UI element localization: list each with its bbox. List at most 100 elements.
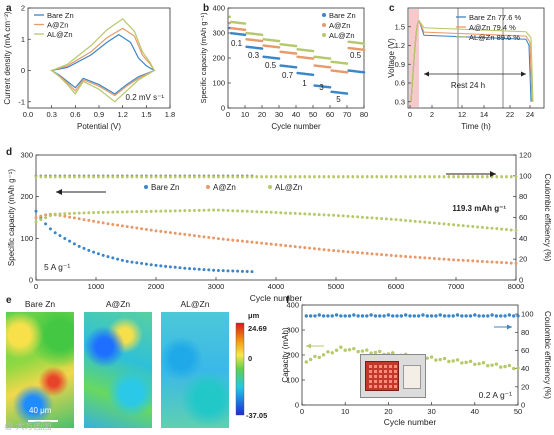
plot-d-capacity-point xyxy=(87,218,91,222)
led-dot xyxy=(369,385,372,388)
plot-d-capacity-point xyxy=(236,239,240,243)
plot-d-ce-point xyxy=(399,175,403,179)
plot-d-capacity-point xyxy=(365,251,369,255)
plot-d-ce-point xyxy=(284,175,287,179)
plot-b-x-tick-label: 30 xyxy=(275,110,283,119)
plot-d-capacity-point xyxy=(125,259,129,263)
plot-c-x-tick-label: 12 xyxy=(458,110,466,119)
plot-f-ce-point xyxy=(391,314,395,318)
plot-d-capacity-point xyxy=(288,244,292,248)
plot-d-ce-point xyxy=(34,175,38,179)
plot-b-legend-swatch xyxy=(322,23,326,27)
plot-d-x-tick-label: 3000 xyxy=(208,282,225,291)
plot-d-capacity-point xyxy=(317,247,321,251)
plot-d-legend-swatch xyxy=(206,185,210,189)
plot-d-capacity-point xyxy=(77,217,81,221)
plot-d-ce-point xyxy=(154,175,158,179)
plot-d-capacity-point xyxy=(284,211,288,215)
plot-d-capacity-point xyxy=(447,222,451,226)
plot-d-ce-point xyxy=(404,175,407,179)
plot-f-ce-point xyxy=(503,314,507,318)
plot-b-point xyxy=(311,73,315,77)
led-dot xyxy=(374,380,377,383)
plot-b-ylabel: Specific capacity (mAh g⁻¹) xyxy=(199,12,208,104)
plot-d-capacity-point xyxy=(317,213,321,217)
plot-f-ce-point xyxy=(429,314,434,318)
plot-d-capacity-point xyxy=(34,209,38,213)
plot-d-ce-point xyxy=(68,175,71,179)
plot-d-ce-point xyxy=(365,175,369,179)
plot-c-x-tick-label: 24 xyxy=(526,110,534,119)
plot-d-capacity-point xyxy=(221,208,225,212)
plot-f-x-tick-label: 0 xyxy=(300,407,304,416)
plot-d-y2-tick-label: 0 xyxy=(519,276,523,285)
plot-d-capacity-point xyxy=(63,212,67,216)
plot-d-capacity-point xyxy=(226,269,230,273)
plot-d-capacity-point xyxy=(303,212,307,216)
plot-d-capacity-point xyxy=(82,246,86,250)
plot-f-capacity-point xyxy=(516,366,520,370)
plot-f-capacity-point xyxy=(378,349,382,354)
plot-d-capacity-point xyxy=(428,221,432,225)
plot-d-legend-label: Bare Zn xyxy=(151,183,179,192)
plot-d-capacity-point xyxy=(413,255,417,259)
plot-f-capacity-point xyxy=(503,364,507,369)
plot-d-capacity-point xyxy=(82,218,86,222)
led-dot xyxy=(389,365,392,368)
plot-d-capacity-point xyxy=(408,255,412,259)
plot-d-y2label: Coulombic efficiency (%) xyxy=(543,174,552,262)
plot-d-capacity-point xyxy=(183,266,187,270)
plot-f-capacity-point xyxy=(434,358,438,362)
plot-d-capacity-point xyxy=(303,246,307,250)
plot-f-ce-point xyxy=(507,313,512,317)
plot-d-ce-point xyxy=(370,175,374,179)
plot-c-x-tick-label: 22 xyxy=(506,110,514,119)
plot-e-colorbar-tick: 0 xyxy=(248,354,252,363)
plot-d-ce-point xyxy=(418,175,422,179)
plot-d-capacity-point xyxy=(178,266,182,270)
plot-f-ce-point xyxy=(352,313,356,317)
led-dot xyxy=(374,365,377,368)
plot-d-capacity-point xyxy=(293,245,297,249)
plot-f-ce-point xyxy=(416,314,421,318)
plot-d-capacity-point xyxy=(466,224,470,228)
plot-d-capacity-point xyxy=(495,227,499,231)
led-dot xyxy=(394,370,397,373)
plot-a-legend-label: Bare Zn xyxy=(47,11,74,20)
plot-d-ce-point xyxy=(509,175,513,179)
plot-a-x-tick-label: 0.6 xyxy=(70,110,80,119)
plot-d-y-tick-label: 100 xyxy=(20,234,33,243)
led-dot xyxy=(369,365,372,368)
led-dot xyxy=(384,365,387,368)
plot-d-ce-point xyxy=(101,175,105,179)
plot-f-ce-point xyxy=(403,313,408,317)
plot-d-capacity-point xyxy=(120,258,124,262)
plot-d-capacity-point xyxy=(77,244,81,248)
plot-d-capacity-point xyxy=(39,214,43,218)
plot-d-ce-point xyxy=(394,175,398,179)
plot-a-x-tick-label: 1.8 xyxy=(165,110,175,119)
plot-b-point xyxy=(277,46,281,49)
plot-f-ce-point xyxy=(382,314,386,318)
plot-a-legend-label: AL@Zn xyxy=(47,30,73,39)
plot-d-ce-point xyxy=(385,175,388,179)
plot-f-ce-point xyxy=(321,314,326,318)
plot-d-capacity-point xyxy=(34,220,38,224)
plot-d-ce-point xyxy=(500,175,503,179)
plot-d-ce-point xyxy=(375,175,379,179)
plot-d-capacity-point xyxy=(111,222,115,226)
plot-d-capacity-point xyxy=(351,250,355,254)
led-dot xyxy=(369,380,372,383)
plot-d-ylabel: Specific capacity (mAh g⁻¹) xyxy=(7,169,16,266)
plot-d-capacity-point xyxy=(480,225,484,229)
plot-d-ce-point xyxy=(221,175,225,179)
plot-f-capacity-point xyxy=(486,364,490,368)
plot-d-ce-point xyxy=(135,175,139,179)
led-dot xyxy=(389,385,392,388)
plot-d-capacity-point xyxy=(72,211,76,215)
plot-d-y-tick-label: 0 xyxy=(29,276,33,285)
plot-f-ce-point xyxy=(339,314,343,318)
plot-d-capacity-point xyxy=(58,234,62,238)
plot-f-ce-point xyxy=(334,313,339,317)
plot-d-capacity-point xyxy=(125,210,129,214)
